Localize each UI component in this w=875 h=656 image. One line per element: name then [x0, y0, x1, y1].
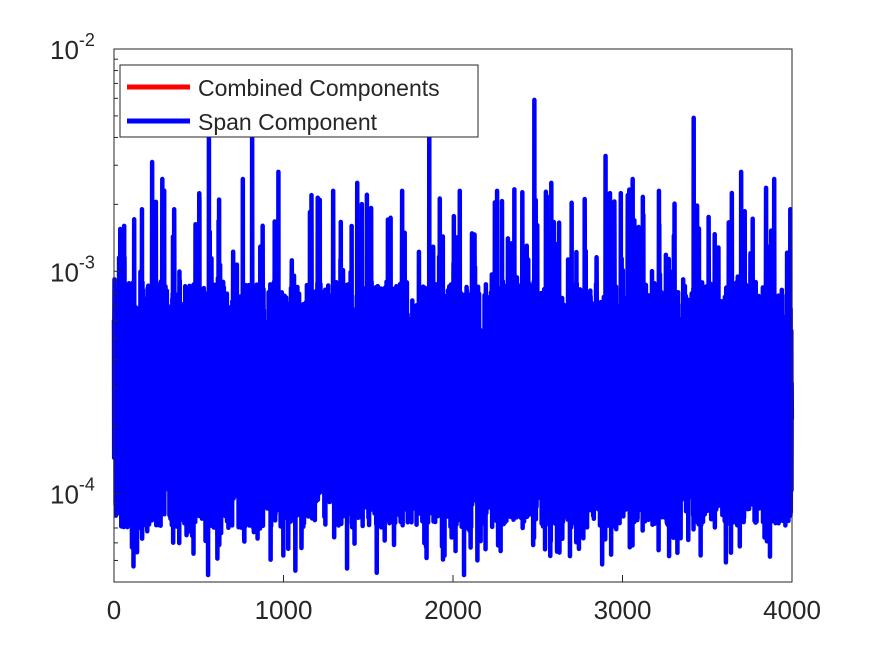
legend-label-combined-components: Combined Components — [198, 75, 440, 101]
x-tick-label: 0 — [107, 595, 121, 625]
legend-box — [119, 64, 479, 138]
legend-label-span-component: Span Component — [198, 109, 378, 135]
legend: Combined Components Span Component — [119, 64, 479, 138]
y-tick-label: 10-4 — [50, 475, 95, 510]
x-tick-label: 2000 — [424, 595, 482, 625]
y-axis: 10-4 10-3 10-2 — [50, 30, 121, 583]
series-line-span-component — [111, 97, 795, 578]
x-tick-label: 1000 — [255, 595, 313, 625]
series-layer — [111, 97, 795, 578]
x-tick-label: 3000 — [594, 595, 652, 625]
x-axis: 0 1000 2000 3000 4000 — [107, 575, 821, 625]
y-tick-label: 10-3 — [50, 252, 95, 287]
x-tick-label: 4000 — [763, 595, 821, 625]
y-tick-label: 10-2 — [50, 30, 95, 65]
